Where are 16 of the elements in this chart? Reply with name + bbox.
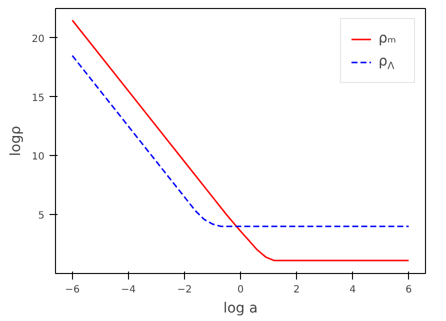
x-tick-label: −6 (64, 284, 80, 296)
y-tick-label: 15 (32, 92, 45, 104)
x-axis-title: log a (223, 300, 258, 316)
y-tick-label: 20 (32, 34, 45, 45)
x-tick-label: 6 (406, 284, 412, 296)
y-axis-title: logρ (8, 126, 24, 156)
x-tick-label: 0 (237, 284, 244, 296)
line-series (72, 54, 410, 228)
x-tick-label: 4 (349, 284, 356, 296)
line-series (72, 20, 410, 262)
x-tick-label: 2 (293, 284, 300, 296)
y-tick-label: 5 (38, 210, 45, 222)
x-tick-label: −2 (177, 284, 192, 296)
y-tick-label: 10 (32, 152, 45, 163)
x-tick-label: −4 (121, 284, 136, 296)
legend-label: ρₘ (378, 30, 396, 46)
